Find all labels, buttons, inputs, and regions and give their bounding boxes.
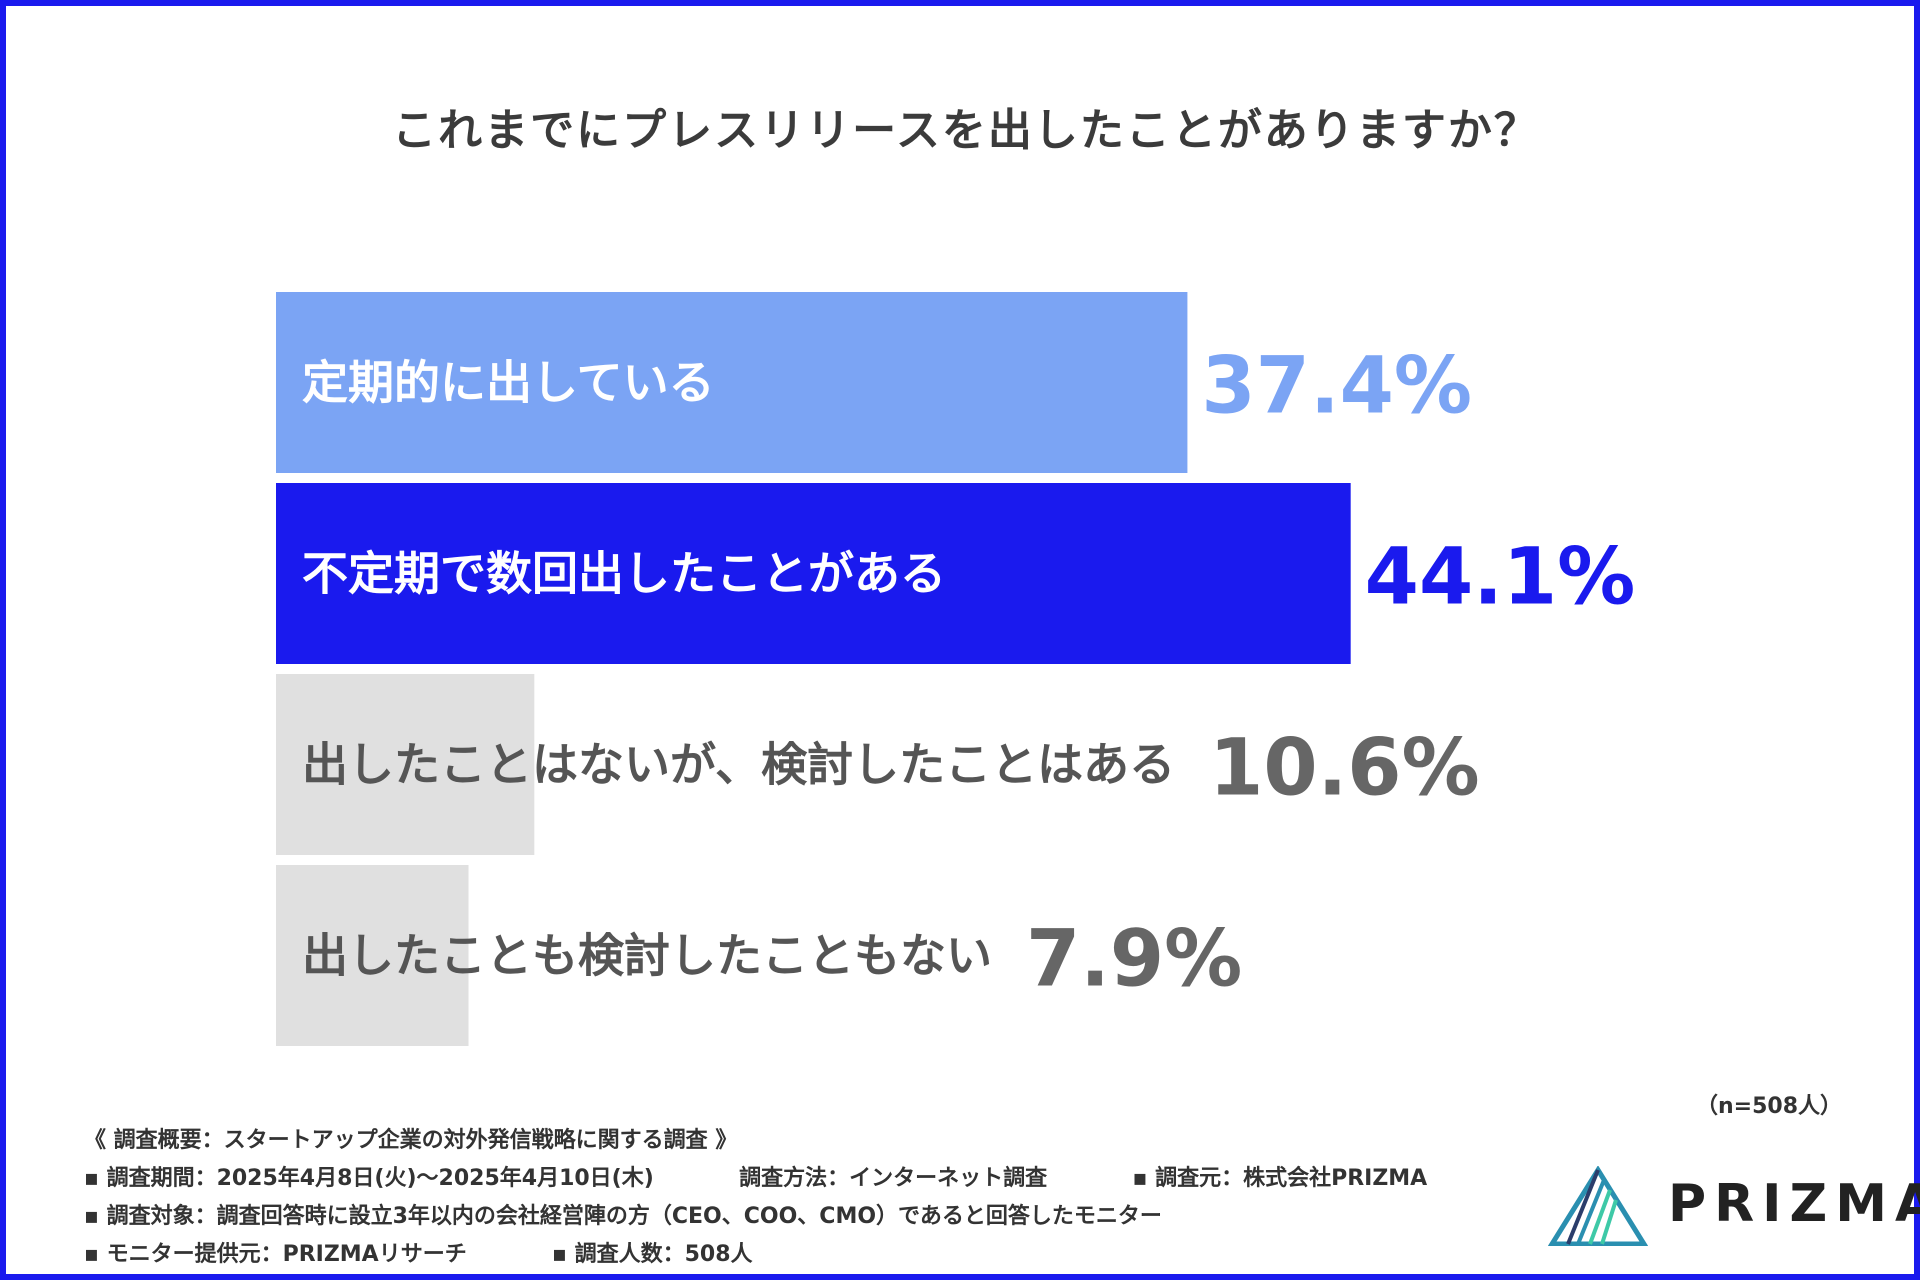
bar-chart: 定期的に出している 37.4% 不定期で数回出したことがある 44.1% 出したことはな… (276, 292, 1636, 1046)
notes-summary: 《 調査概要：スタートアップ企業の対外発信戦略に関する調査 》 (84, 1128, 738, 1153)
notes-period: ▪ 調査期間：2025年4月8日(火)〜2025年4月10日(木) (84, 1166, 654, 1191)
notes-target: ▪ 調査対象：調査回答時に設立3年以内の会社経営陣の方（CEO、COO、CMO）… (84, 1204, 1162, 1229)
notes-source: ▪ 調査元：株式会社PRIZMA (1132, 1166, 1428, 1191)
notes-count: ▪ 調査人数：508人 (552, 1242, 753, 1267)
notes-method: 調査方法：インターネット調査 (739, 1166, 1048, 1191)
bar-1 (276, 292, 1188, 473)
notes-row-period: ▪ 調査期間：2025年4月8日(火)〜2025年4月10日(木) 調査方法：イ… (84, 1160, 1427, 1198)
value-label-4: 7.9% (1026, 915, 1242, 1005)
prizma-logo-text: PRIZMA (1668, 1174, 1920, 1234)
survey-notes: 《 調査概要：スタートアップ企業の対外発信戦略に関する調査 》 ▪ 調査期間：2… (84, 1122, 1427, 1274)
category-label-3: 出したことはないが、検討したことはある (302, 738, 1175, 792)
prizma-logo: PRIZMA (1547, 1165, 1920, 1247)
category-label-4: 出したことも検討したこともない (302, 929, 992, 983)
sample-size-label: （n=508人） (1696, 1094, 1843, 1119)
category-label-1: 定期的に出している (302, 356, 715, 410)
prizma-logo-icon (1547, 1165, 1649, 1247)
bar-4 (276, 865, 469, 1046)
notes-provider: ▪ モニター提供元：PRIZMAリサーチ (84, 1242, 467, 1267)
value-label-1: 37.4% (1201, 342, 1472, 432)
category-label-2: 不定期で数回出したことがある (302, 547, 946, 601)
chart-title: これまでにプレスリリースを出したことがありますか？ (392, 105, 1540, 156)
bar-2 (276, 483, 1351, 664)
notes-row-provider: ▪ モニター提供元：PRIZMAリサーチ ▪ 調査人数：508人 (84, 1236, 1427, 1274)
value-label-2: 44.1% (1365, 533, 1636, 623)
value-label-3: 10.6% (1209, 724, 1480, 814)
bar-3 (276, 674, 535, 855)
